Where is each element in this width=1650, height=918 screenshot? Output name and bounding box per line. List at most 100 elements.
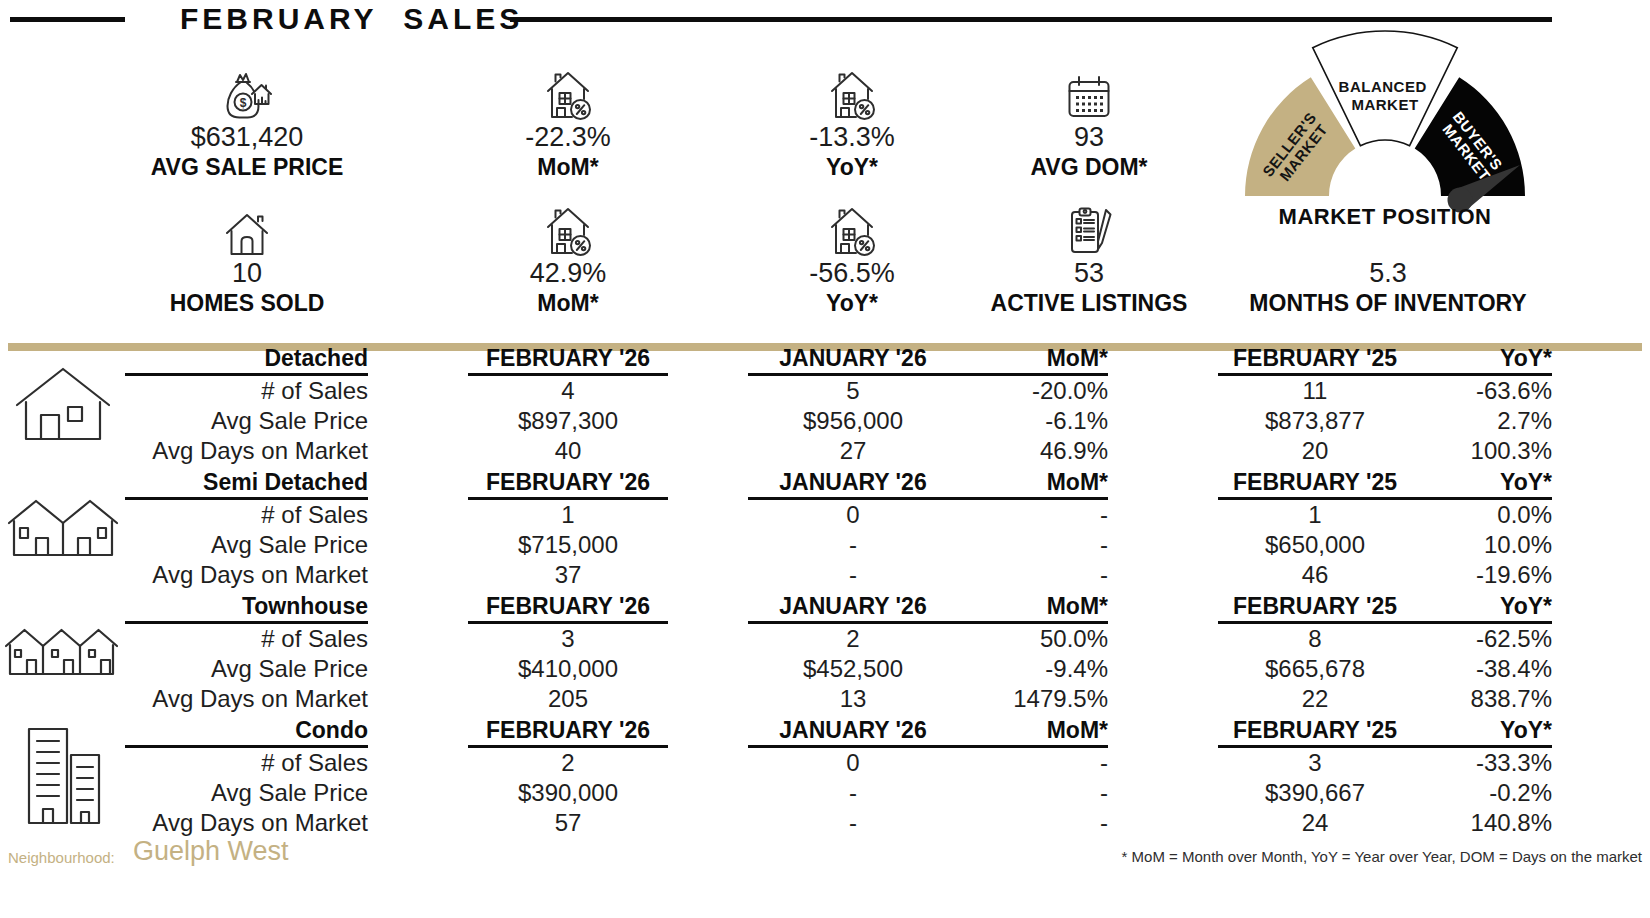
cell-value: 1479.5% bbox=[958, 684, 1108, 714]
table-section: Semi DetachedFEBRUARY '26JANUARY '26MoM*… bbox=[0, 466, 1650, 590]
cell-value: $873,877 bbox=[1218, 406, 1412, 436]
house-percent-icon bbox=[428, 62, 708, 120]
column-header: JANUARY '26 bbox=[748, 714, 958, 746]
column-header: FEBRUARY '26 bbox=[468, 590, 668, 624]
footnote: * MoM = Month over Month, YoY = Year ove… bbox=[1122, 848, 1642, 865]
section-title: Detached bbox=[125, 342, 368, 376]
cell-value: 8 bbox=[1218, 624, 1412, 654]
column-header: MoM* bbox=[958, 342, 1108, 374]
column-header: YoY* bbox=[1412, 466, 1552, 498]
row-label: Avg Days on Market bbox=[125, 436, 368, 466]
cell-value: 57 bbox=[468, 808, 668, 838]
cell-value: 2.7% bbox=[1412, 406, 1552, 436]
cell-value: 0.0% bbox=[1412, 500, 1552, 530]
cell-value: - bbox=[958, 748, 1108, 778]
cell-value: -62.5% bbox=[1412, 624, 1552, 654]
stat-active-listings: 53 ACTIVE LISTINGS bbox=[949, 198, 1229, 317]
stat-label: HOMES SOLD bbox=[107, 290, 387, 317]
cell-value: 46.9% bbox=[958, 436, 1108, 466]
cell-value: 1 bbox=[1218, 500, 1412, 530]
cell-value: 0 bbox=[748, 500, 958, 530]
clipboard-pencil-icon bbox=[949, 198, 1229, 256]
column-header: FEBRUARY '25 bbox=[1218, 714, 1412, 746]
row-label: Avg Sale Price bbox=[125, 406, 368, 436]
cell-value: -33.3% bbox=[1412, 748, 1552, 778]
stat-sold-mom: 42.9% MoM* bbox=[428, 198, 708, 317]
cell-value: - bbox=[958, 808, 1108, 838]
cell-value: - bbox=[748, 530, 958, 560]
cell-value: $665,678 bbox=[1218, 654, 1412, 684]
cell-value: $390,000 bbox=[468, 778, 668, 808]
cell-value: 27 bbox=[748, 436, 958, 466]
stat-price-mom: -22.3% MoM* bbox=[428, 62, 708, 181]
row-label: Avg Days on Market bbox=[125, 684, 368, 714]
stat-avg-sale-price: $631,420 AVG SALE PRICE bbox=[107, 62, 387, 181]
row-label: Avg Sale Price bbox=[125, 654, 368, 684]
cell-value: -9.4% bbox=[958, 654, 1108, 684]
cell-value: - bbox=[958, 778, 1108, 808]
row-label: Avg Days on Market bbox=[125, 560, 368, 590]
cell-value: 10.0% bbox=[1412, 530, 1552, 560]
cell-value: 37 bbox=[468, 560, 668, 590]
money-bag-house-icon bbox=[107, 62, 387, 120]
cell-value: 11 bbox=[1218, 376, 1412, 406]
title-rule-left bbox=[10, 17, 125, 22]
stat-value: 93 bbox=[949, 120, 1229, 154]
semi-detached-icon bbox=[0, 466, 125, 590]
column-header: FEBRUARY '25 bbox=[1218, 466, 1412, 498]
column-header: FEBRUARY '25 bbox=[1218, 590, 1412, 622]
cell-value: 3 bbox=[1218, 748, 1412, 778]
column-header: MoM* bbox=[958, 590, 1108, 622]
row-label: # of Sales bbox=[125, 376, 368, 406]
column-header: YoY* bbox=[1412, 342, 1552, 374]
stat-homes-sold: 10 HOMES SOLD bbox=[107, 198, 387, 317]
column-header: MoM* bbox=[958, 466, 1108, 498]
cell-value: 2 bbox=[748, 624, 958, 654]
house-icon bbox=[107, 198, 387, 256]
column-header: JANUARY '26 bbox=[748, 342, 958, 374]
cell-value: 13 bbox=[748, 684, 958, 714]
cell-value: 40 bbox=[468, 436, 668, 466]
cell-value: 1 bbox=[468, 500, 668, 530]
row-label: # of Sales bbox=[125, 748, 368, 778]
table-section: TownhouseFEBRUARY '26JANUARY '26MoM*FEBR… bbox=[0, 590, 1650, 714]
market-position-gauge: SELLER'S MARKET BALANCED MARKET BUYER'S … bbox=[1210, 28, 1560, 214]
cell-value: $715,000 bbox=[468, 530, 668, 560]
cell-value: 2 bbox=[468, 748, 668, 778]
cell-value: $410,000 bbox=[468, 654, 668, 684]
cell-value: 100.3% bbox=[1412, 436, 1552, 466]
house-percent-icon bbox=[428, 198, 708, 256]
column-header: MoM* bbox=[958, 714, 1108, 746]
neighbourhood-label: Neighbourhood: bbox=[8, 849, 115, 866]
table-section: CondoFEBRUARY '26JANUARY '26MoM*FEBRUARY… bbox=[0, 714, 1650, 838]
cell-value: -19.6% bbox=[1412, 560, 1552, 590]
stat-value: -22.3% bbox=[428, 120, 708, 154]
column-header: YoY* bbox=[1412, 590, 1552, 622]
stat-value: $631,420 bbox=[107, 120, 387, 154]
cell-value: 205 bbox=[468, 684, 668, 714]
stat-label: AVG DOM* bbox=[949, 154, 1229, 181]
sales-table: DetachedFEBRUARY '26JANUARY '26MoM*FEBRU… bbox=[0, 342, 1650, 838]
gauge-title: MARKET POSITION bbox=[1210, 204, 1560, 230]
february-sales-report: $ bbox=[0, 0, 1650, 918]
stat-label: MoM* bbox=[428, 154, 708, 181]
section-title: Condo bbox=[125, 714, 368, 748]
cell-value: $650,000 bbox=[1218, 530, 1412, 560]
stat-label: MONTHS OF INVENTORY bbox=[1248, 290, 1528, 317]
condo-icon bbox=[0, 714, 125, 838]
cell-value: - bbox=[748, 778, 958, 808]
cell-value: $390,667 bbox=[1218, 778, 1412, 808]
cell-value: - bbox=[958, 500, 1108, 530]
cell-value: 0 bbox=[748, 748, 958, 778]
detached-house-icon bbox=[0, 342, 125, 466]
stat-avg-dom: 93 AVG DOM* bbox=[949, 62, 1229, 181]
row-label: Avg Sale Price bbox=[125, 778, 368, 808]
cell-value: 24 bbox=[1218, 808, 1412, 838]
cell-value: $897,300 bbox=[468, 406, 668, 436]
cell-value: 838.7% bbox=[1412, 684, 1552, 714]
column-header: FEBRUARY '26 bbox=[468, 342, 668, 376]
stat-label: ACTIVE LISTINGS bbox=[949, 290, 1229, 317]
page-title: FEBRUARY SALES bbox=[180, 2, 523, 36]
cell-value: -6.1% bbox=[958, 406, 1108, 436]
stat-value: 53 bbox=[949, 256, 1229, 290]
